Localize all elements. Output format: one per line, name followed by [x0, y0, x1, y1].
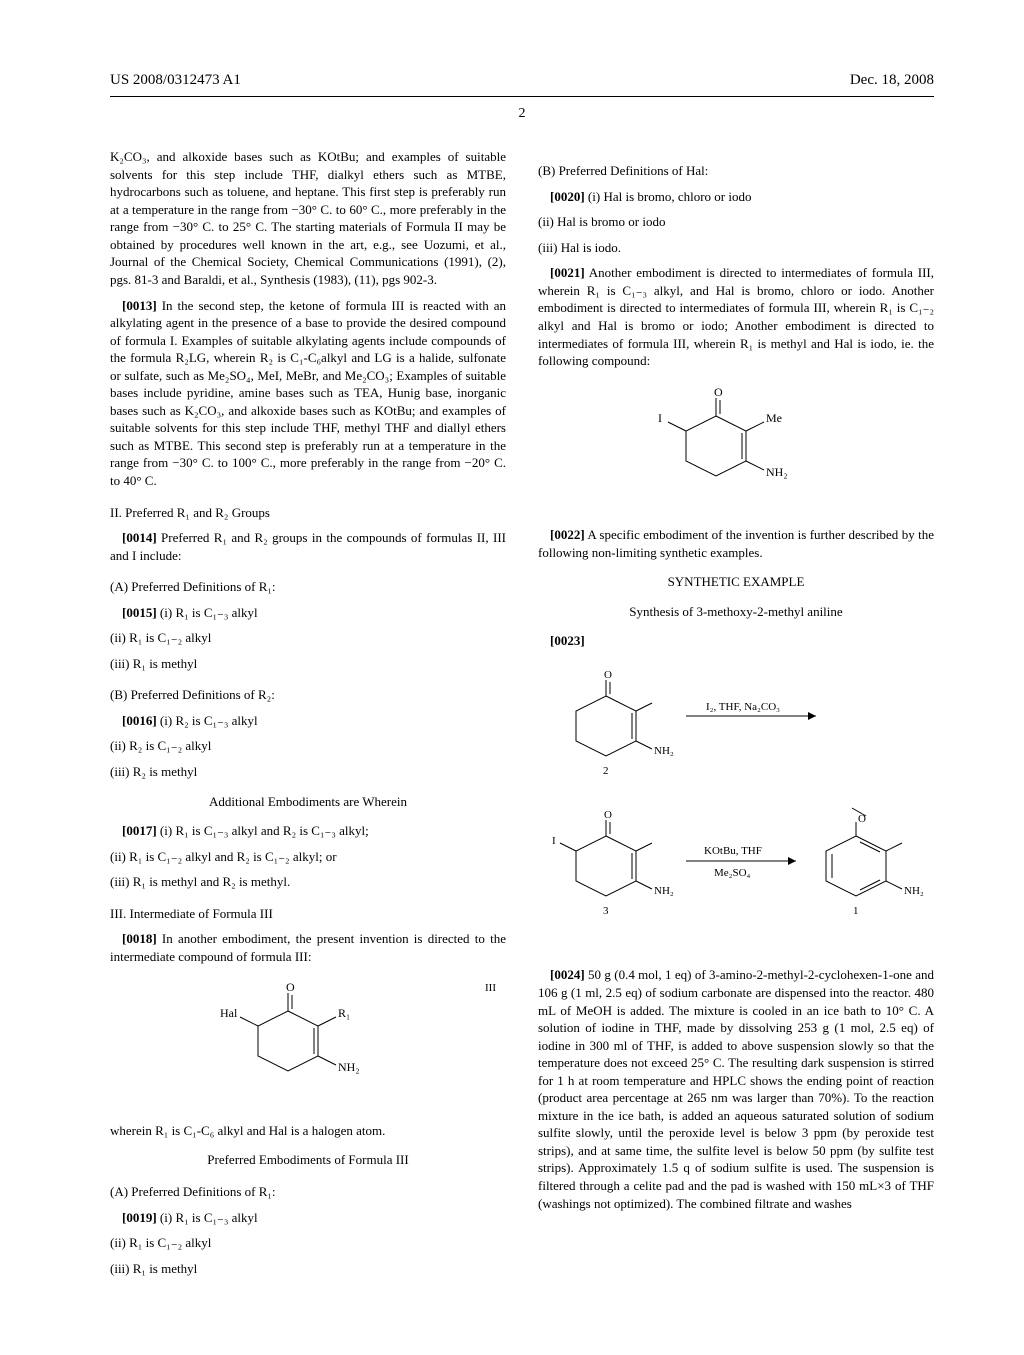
list-item: (iii) R₂ is methyl [110, 763, 506, 781]
para-text: (i) R₂ is C₁₋₃ alkyl [157, 713, 258, 728]
paragraph: [0019] (i) R₁ is C₁₋₃ alkyl [110, 1209, 506, 1227]
para-number: [0023] [550, 633, 585, 648]
para-number: [0020] [550, 189, 585, 204]
iodo-label: I [658, 411, 662, 425]
paragraph: [0023] [538, 632, 934, 650]
chemical-structure-iodo-methyl: O I Me NH₂ [538, 386, 934, 511]
list-item: (ii) R₁ is C₁₋₂ alkyl [110, 1234, 506, 1252]
header-rule [110, 96, 934, 97]
paragraph: [0013] In the second step, the ketone of… [110, 297, 506, 490]
nh2-label: NH₂ [654, 745, 674, 757]
subsection-heading: Synthesis of 3-methoxy-2-methyl aniline [538, 603, 934, 621]
section-heading: III. Intermediate of Formula III [110, 905, 506, 923]
list-item: (ii) Hal is bromo or iodo [538, 213, 934, 231]
oxygen-label: O [604, 669, 612, 681]
para-text: (i) R₁ is C₁₋₃ alkyl [157, 1210, 258, 1225]
para-number: [0019] [122, 1210, 157, 1225]
para-text: Another embodiment is directed to interm… [538, 265, 934, 368]
hal-label: Hal [220, 1006, 238, 1020]
paragraph: [0020] (i) Hal is bromo, chloro or iodo [538, 188, 934, 206]
para-text: (i) Hal is bromo, chloro or iodo [585, 189, 752, 204]
para-text: Preferred R₁ and R₂ groups in the compou… [110, 530, 506, 563]
methyl-label: Me [766, 411, 782, 425]
compound-label-2: 2 [603, 765, 609, 777]
chemical-structure-formula-iii: III O Hal R₁ NH₂ [110, 981, 506, 1106]
list-item: (iii) R₁ is methyl [110, 1260, 506, 1278]
paragraph: [0021] Another embodiment is directed to… [538, 264, 934, 369]
para-number: [0014] [122, 530, 157, 545]
patent-number: US 2008/0312473 A1 [110, 70, 241, 90]
list-item: (ii) R₂ is C₁₋₂ alkyl [110, 737, 506, 755]
paragraph: [0024] 50 g (0.4 mol, 1 eq) of 3-amino-2… [538, 966, 934, 1212]
formula-label: III [485, 981, 496, 996]
paragraph: [0017] (i) R₁ is C₁₋₃ alkyl and R₂ is C₁… [110, 822, 506, 840]
para-text: A specific embodiment of the invention i… [538, 527, 934, 560]
reagent-label: Me₂SO₄ [714, 867, 751, 879]
para-number: [0018] [122, 931, 157, 946]
section-heading: II. Preferred R₁ and R₂ Groups [110, 504, 506, 522]
r1-label: R₁ [338, 1006, 350, 1020]
iodo-label: I [552, 835, 556, 847]
para-number: [0015] [122, 605, 157, 620]
para-number: [0017] [122, 823, 157, 838]
paragraph: K₂CO₃, and alkoxide bases such as KOtBu;… [110, 148, 506, 288]
oxygen-label: O [604, 809, 612, 821]
compound-label-1: 1 [853, 905, 859, 917]
para-number: [0022] [550, 527, 585, 542]
reagent-label: KOtBu, THF [704, 845, 762, 857]
section-heading: SYNTHETIC EXAMPLE [538, 573, 934, 591]
para-text: 50 g (0.4 mol, 1 eq) of 3-amino-2-methyl… [538, 967, 934, 1210]
body-columns: K₂CO₃, and alkoxide bases such as KOtBu;… [110, 148, 934, 1285]
reagent-label: I₂, THF, Na₂CO₃ [706, 701, 780, 713]
page-number: 2 [110, 105, 934, 124]
subsection-heading: Preferred Embodiments of Formula III [110, 1151, 506, 1169]
paragraph: [0018] In another embodiment, the presen… [110, 930, 506, 965]
compound-label-3: 3 [603, 905, 609, 917]
list-item: (iii) R₁ is methyl [110, 655, 506, 673]
paragraph: [0016] (i) R₂ is C₁₋₃ alkyl [110, 712, 506, 730]
nh2-label: NH₂ [338, 1060, 360, 1074]
list-item: (ii) R₁ is C₁₋₂ alkyl [110, 629, 506, 647]
para-number: [0024] [550, 967, 585, 982]
para-text: (i) R₁ is C₁₋₃ alkyl and R₂ is C₁₋₃ alky… [157, 823, 369, 838]
para-number: [0016] [122, 713, 157, 728]
oxygen-label: O [286, 980, 295, 994]
list-item: (iii) Hal is iodo. [538, 239, 934, 257]
paragraph: [0022] A specific embodiment of the inve… [538, 526, 934, 561]
reaction-scheme: O NH₂ 2 I₂, THF, Na₂CO₃ O I [538, 666, 934, 951]
subsection-heading: (A) Preferred Definitions of R₁: [110, 1183, 506, 1201]
patent-date: Dec. 18, 2008 [850, 70, 934, 90]
para-number: [0021] [550, 265, 585, 280]
list-item: (iii) R₁ is methyl and R₂ is methyl. [110, 873, 506, 891]
subsection-heading: (A) Preferred Definitions of R₁: [110, 578, 506, 596]
subsection-heading: (B) Preferred Definitions of R₂: [110, 686, 506, 704]
paragraph: [0015] (i) R₁ is C₁₋₃ alkyl [110, 604, 506, 622]
list-item: (ii) R₁ is C₁₋₂ alkyl and R₂ is C₁₋₂ alk… [110, 848, 506, 866]
paragraph: [0014] Preferred R₁ and R₂ groups in the… [110, 529, 506, 564]
nh2-label: NH₂ [766, 465, 788, 479]
para-number: [0013] [122, 298, 157, 313]
subsection-heading: (B) Preferred Definitions of Hal: [538, 162, 934, 180]
para-text: (i) R₁ is C₁₋₃ alkyl [157, 605, 258, 620]
para-text: In the second step, the ketone of formul… [110, 298, 506, 488]
para-text: In another embodiment, the present inven… [110, 931, 506, 964]
paragraph: wherein R₁ is C₁-C₆ alkyl and Hal is a h… [110, 1122, 506, 1140]
page-header: US 2008/0312473 A1 Dec. 18, 2008 [110, 70, 934, 90]
oxygen-label: O [714, 385, 723, 399]
subsection-heading: Additional Embodiments are Wherein [110, 793, 506, 811]
nh2-label: NH₂ [654, 885, 674, 897]
nh2-label: NH₂ [904, 885, 924, 897]
